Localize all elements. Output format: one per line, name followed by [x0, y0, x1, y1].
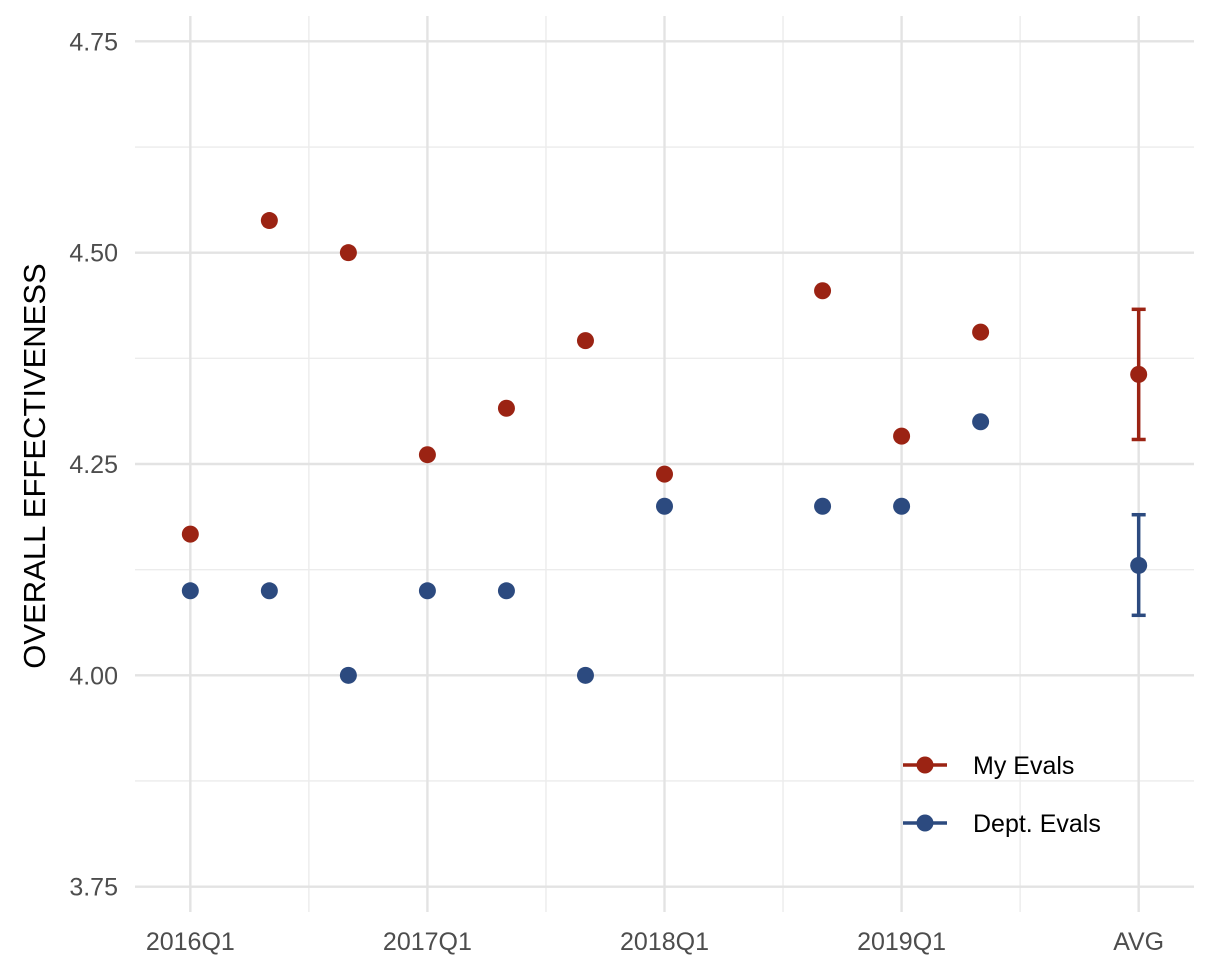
grid-lines — [135, 16, 1194, 912]
data-point — [339, 244, 357, 262]
data-point — [814, 282, 832, 300]
x-tick-label: 2019Q1 — [857, 928, 946, 956]
data-point — [418, 582, 436, 600]
y-axis: 3.75 4.00 4.25 4.50 4.75 — [69, 28, 118, 901]
x-tick-label: 2016Q1 — [146, 928, 235, 956]
x-tick-label: 2017Q1 — [383, 928, 472, 956]
y-tick-label: 4.00 — [69, 662, 118, 690]
data-point — [260, 582, 278, 600]
data-point — [814, 497, 832, 515]
legend-item: My Evals — [903, 752, 1074, 780]
legend: My Evals Dept. Evals — [903, 752, 1101, 838]
avg-point — [1130, 556, 1148, 574]
data-point — [339, 666, 357, 684]
legend-key-point — [916, 756, 934, 774]
legend-label: My Evals — [973, 752, 1074, 780]
data-point — [260, 212, 278, 230]
y-tick-label: 4.25 — [69, 451, 118, 479]
x-tick-label: AVG — [1113, 928, 1164, 956]
y-tick-label: 3.75 — [69, 874, 118, 902]
data-point — [972, 323, 990, 341]
data-point — [576, 332, 594, 350]
avg-point — [1130, 365, 1148, 383]
x-axis: 2016Q1 2017Q1 2018Q1 2019Q1 AVG — [146, 928, 1164, 956]
data-point — [497, 582, 515, 600]
data-point — [181, 582, 199, 600]
legend-key-point — [916, 814, 934, 832]
y-axis-title: OVERALL EFFECTIVENESS — [17, 263, 52, 668]
data-point — [418, 446, 436, 464]
data-point — [656, 497, 673, 515]
y-tick-label: 4.75 — [69, 28, 118, 56]
data-point — [893, 427, 911, 445]
data-point — [576, 666, 594, 684]
legend-label: Dept. Evals — [973, 810, 1101, 838]
data-point — [893, 497, 911, 515]
data-point — [497, 399, 515, 417]
x-tick-label: 2018Q1 — [620, 928, 709, 956]
data-point — [181, 525, 199, 543]
data-point — [972, 413, 990, 431]
y-tick-label: 4.50 — [69, 240, 118, 268]
data-point — [656, 465, 673, 483]
legend-item: Dept. Evals — [903, 810, 1101, 838]
data-points — [181, 212, 1148, 684]
